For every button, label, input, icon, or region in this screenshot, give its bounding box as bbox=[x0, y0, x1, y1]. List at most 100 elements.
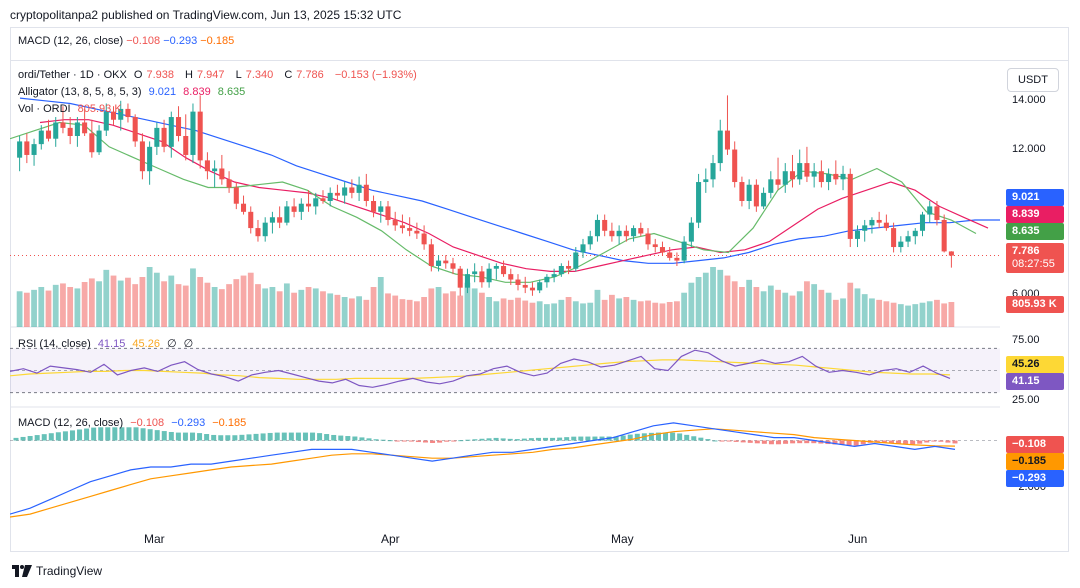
alligator-legend[interactable]: Alligator (13, 8, 5, 8, 5, 3) 9.021 8.83… bbox=[18, 86, 249, 98]
macd-histogram-bar bbox=[380, 439, 386, 441]
candle-body bbox=[696, 182, 702, 223]
macd-histogram-bar bbox=[246, 434, 252, 441]
candle-body bbox=[436, 260, 442, 266]
macd-histogram-bar bbox=[761, 440, 767, 444]
candle-body bbox=[746, 184, 752, 201]
candle-body bbox=[674, 257, 680, 261]
macd-histogram-bar bbox=[147, 429, 153, 441]
volume-bar bbox=[934, 299, 940, 327]
macd-histogram-bar bbox=[34, 435, 40, 441]
macd-histogram-bar bbox=[804, 440, 810, 444]
top-macd-legend[interactable]: MACD (12, 26, close) −0.108 −0.293 −0.18… bbox=[18, 35, 234, 47]
currency-button[interactable]: USDT bbox=[1007, 68, 1059, 92]
volume-bar bbox=[609, 294, 615, 327]
candle-body bbox=[363, 184, 369, 201]
macd-histogram-bar bbox=[91, 427, 97, 441]
rsi-legend[interactable]: RSI (14, close) 41.15 45.26 ∅ ∅ bbox=[18, 337, 197, 350]
price-chart[interactable] bbox=[10, 61, 1000, 551]
macd-histogram-bar bbox=[888, 440, 894, 443]
macd-histogram-bar bbox=[225, 435, 231, 441]
volume-bar bbox=[558, 299, 565, 327]
macd-line-tag: −0.293 bbox=[1006, 470, 1064, 487]
macd-histogram-bar bbox=[168, 431, 174, 441]
candle-body bbox=[327, 192, 333, 201]
volume-bar bbox=[125, 277, 131, 327]
volume-bar bbox=[269, 287, 276, 327]
volume-bar bbox=[551, 303, 558, 327]
macd-histogram-bar bbox=[465, 439, 471, 441]
candle-body bbox=[847, 173, 853, 239]
volume-bar bbox=[753, 287, 760, 327]
candle-body bbox=[580, 244, 586, 253]
macd-histogram-bar bbox=[613, 436, 619, 441]
volume-bar bbox=[406, 299, 413, 327]
macd-histogram-bar bbox=[896, 440, 902, 444]
volume-bar bbox=[421, 297, 427, 327]
volume-bar bbox=[226, 284, 232, 327]
volume-bar bbox=[493, 301, 500, 327]
symbol-legend[interactable]: ordi/Tether · 1D · OKX O 7.938 H 7.947 L 7.… bbox=[18, 69, 421, 81]
candle-body bbox=[17, 141, 23, 158]
candle-body bbox=[948, 251, 954, 256]
candle-body bbox=[833, 173, 839, 180]
macd-histogram-bar bbox=[663, 432, 669, 441]
volume-bar bbox=[356, 296, 362, 327]
macd-histogram-bar bbox=[197, 433, 203, 441]
macd-histogram-bar bbox=[691, 436, 697, 441]
macd-histogram-bar bbox=[345, 436, 351, 441]
macd-histogram-bar bbox=[846, 440, 852, 446]
volume-bar bbox=[767, 285, 774, 327]
volume-legend[interactable]: Vol · ORDI 805.93 K bbox=[18, 103, 126, 115]
candle-body bbox=[652, 244, 658, 248]
price-tick-14: 14.000 bbox=[1012, 94, 1046, 106]
volume-bar bbox=[515, 297, 521, 327]
volume-bar bbox=[818, 289, 825, 327]
rsi-tag: 41.15 bbox=[1006, 373, 1064, 390]
candle-body bbox=[797, 163, 803, 180]
candle-body bbox=[703, 179, 709, 183]
tradingview-brand[interactable]: TradingView bbox=[12, 564, 102, 578]
candle-body bbox=[616, 230, 622, 237]
candle-body bbox=[204, 160, 210, 172]
candle-body bbox=[631, 228, 637, 237]
volume-bar bbox=[746, 279, 753, 327]
macd-line bbox=[10, 422, 956, 515]
chart-frame bbox=[10, 27, 1069, 552]
candle-body bbox=[443, 260, 449, 264]
candle-body bbox=[479, 271, 485, 283]
volume-bar bbox=[74, 288, 81, 327]
macd-hist-tag: −0.108 bbox=[1006, 436, 1064, 453]
top-macd-label: MACD (12, 26, close) bbox=[18, 35, 124, 47]
macd-histogram-bar bbox=[543, 437, 549, 441]
candle-body bbox=[891, 228, 897, 248]
volume-bar bbox=[580, 303, 586, 327]
volume-bar bbox=[399, 299, 406, 327]
macd-histogram-bar bbox=[677, 433, 683, 441]
volume-bar bbox=[948, 302, 955, 327]
brand-name: TradingView bbox=[36, 564, 103, 578]
volume-bar bbox=[565, 297, 572, 327]
macd-histogram-bar bbox=[910, 440, 916, 445]
macd-legend[interactable]: MACD (12, 26, close) −0.108 −0.293 −0.18… bbox=[18, 417, 250, 429]
volume-bar bbox=[652, 302, 659, 327]
candle-body bbox=[587, 236, 593, 245]
volume-bar bbox=[363, 299, 370, 327]
macd-histogram-bar bbox=[458, 440, 464, 442]
macd-histogram-bar bbox=[302, 432, 308, 441]
macd-histogram-bar bbox=[747, 440, 753, 443]
macd-histogram-bar bbox=[55, 432, 61, 441]
volume-bar bbox=[320, 291, 326, 327]
candle-body bbox=[226, 179, 232, 188]
alligator-teeth-value: 8.839 bbox=[183, 86, 211, 98]
macd-signal-value: −0.293 bbox=[171, 417, 206, 429]
volume-bar bbox=[298, 289, 305, 327]
candle-body bbox=[392, 219, 398, 226]
candle-body bbox=[96, 130, 102, 153]
volume-bar bbox=[341, 297, 348, 327]
macd-histogram-bar bbox=[437, 440, 443, 443]
candle-body bbox=[623, 230, 629, 237]
candle-body bbox=[24, 141, 30, 155]
macd-histogram-bar bbox=[472, 439, 478, 441]
candle-body bbox=[659, 247, 665, 253]
lips-price-tag: 8.635 bbox=[1006, 223, 1064, 240]
